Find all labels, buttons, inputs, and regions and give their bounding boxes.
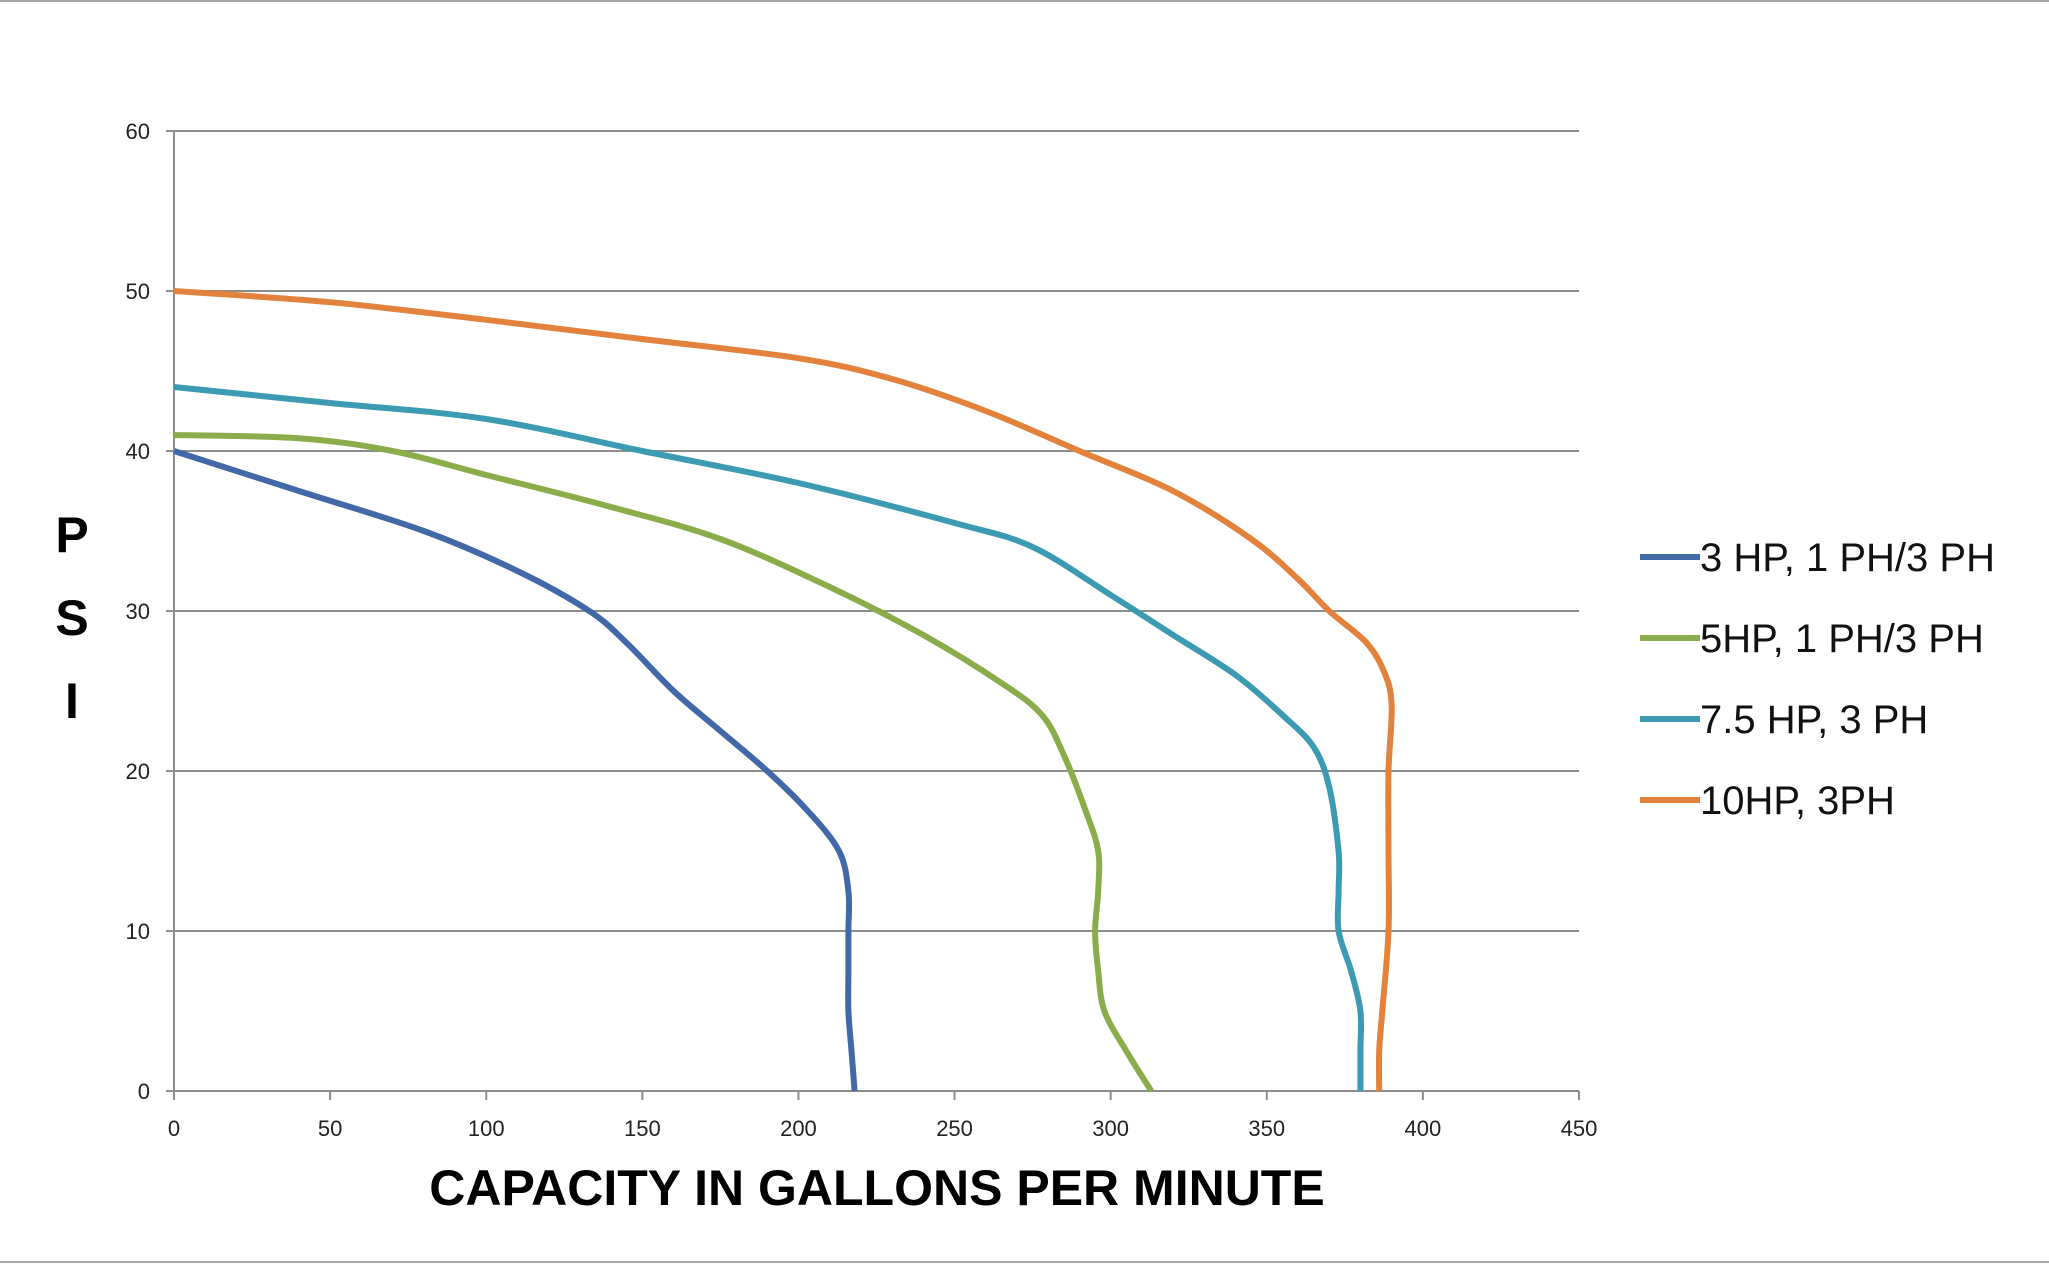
legend-label: 5HP, 1 PH/3 PH (1700, 617, 1984, 661)
tick-labels: 0 10 20 30 40 50 60 0 50 100 150 200 250 300 350 400 450 (126, 119, 1598, 1141)
y-axis-title-letter: S (55, 590, 88, 646)
legend-label: 3 HP, 1 PH/3 PH (1700, 536, 1995, 580)
y-axis-title: PSI (55, 507, 88, 729)
series-lines (173, 288, 1395, 1093)
x-axis-title: CAPACITY IN GALLONS PER MINUTE (429, 1160, 1324, 1216)
series-line-2 (173, 432, 1154, 1093)
x-tick-label: 250 (936, 1116, 973, 1141)
x-tick-label: 400 (1405, 1116, 1442, 1141)
y-axis-title-letter: I (65, 673, 79, 729)
gridlines (174, 130, 1579, 932)
y-axis-title-letter: P (55, 507, 88, 563)
y-tick-label: 60 (126, 119, 150, 144)
legend-label: 10HP, 3PH (1700, 779, 1895, 823)
legend-label: 7.5 HP, 3 PH (1700, 698, 1928, 742)
x-tick-label: 0 (168, 1116, 180, 1141)
x-tick-label: 300 (1092, 1116, 1129, 1141)
y-tick-label: 20 (126, 759, 150, 784)
series-line-1 (173, 448, 858, 1092)
y-tick-label: 0 (138, 1079, 150, 1104)
x-tick-label: 350 (1248, 1116, 1285, 1141)
axes (166, 130, 1580, 1100)
series-line-4 (173, 288, 1395, 1092)
y-tick-label: 30 (126, 599, 150, 624)
y-tick-label: 40 (126, 439, 150, 464)
x-tick-label: 100 (468, 1116, 505, 1141)
y-tick-label: 10 (126, 919, 150, 944)
series-line-3 (173, 384, 1365, 1091)
y-tick-label: 50 (126, 279, 150, 304)
x-tick-label: 450 (1561, 1116, 1598, 1141)
x-tick-label: 150 (624, 1116, 661, 1141)
x-tick-label: 50 (318, 1116, 342, 1141)
x-tick-label: 200 (780, 1116, 817, 1141)
legend: 3 HP, 1 PH/3 PH 5HP, 1 PH/3 PH 7.5 HP, 3 P… (1640, 536, 1995, 823)
